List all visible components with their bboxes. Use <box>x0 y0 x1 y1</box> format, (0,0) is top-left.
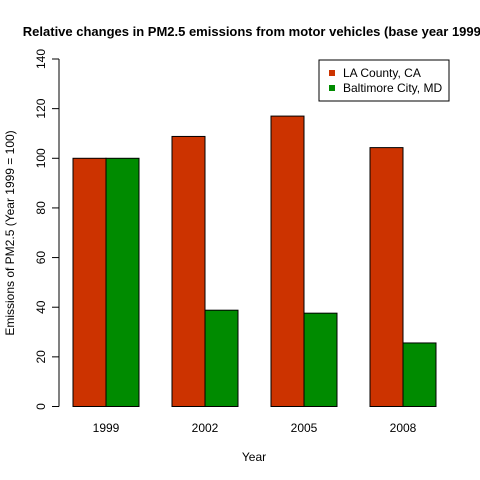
bar-la-county-ca-2005 <box>270 115 305 407</box>
legend-label: LA County, CA <box>343 66 421 80</box>
x-tick-label: 2005 <box>291 421 318 435</box>
bars <box>72 115 437 408</box>
bar-baltimore-city-md-2008 <box>402 342 437 408</box>
x-tick-label: 1999 <box>93 421 120 435</box>
legend-swatch <box>329 85 335 91</box>
y-tick-label: 0 <box>34 403 48 410</box>
x-axis-label: Year <box>242 450 266 464</box>
chart-title: Relative changes in PM2.5 emissions from… <box>23 24 480 39</box>
legend-swatch <box>329 70 335 76</box>
y-tick-label: 140 <box>34 49 48 69</box>
y-tick-label: 20 <box>34 350 48 364</box>
bar-la-county-ca-2002 <box>171 135 206 407</box>
y-tick-label: 60 <box>34 251 48 265</box>
y-tick-label: 40 <box>34 300 48 314</box>
legend-label: Baltimore City, MD <box>343 81 442 95</box>
bar-baltimore-city-md-2002 <box>204 309 239 408</box>
bar-la-county-ca-1999 <box>72 157 107 407</box>
x-tick-label: 2002 <box>192 421 219 435</box>
x-axis-tick-labels: 1999 2002 2005 2008 <box>93 421 417 435</box>
bar-baltimore-city-md-2005 <box>303 312 338 407</box>
y-tick-label: 120 <box>34 98 48 118</box>
y-axis: 0 20 40 60 80 100 120 140 <box>34 49 60 410</box>
legend-box <box>318 59 450 102</box>
x-tick-label: 2008 <box>390 421 417 435</box>
bar-la-county-ca-2008 <box>369 147 404 408</box>
y-tick-label: 80 <box>34 201 48 215</box>
y-axis-label: Emissions of PM2.5 (Year 1999 = 100) <box>3 130 17 335</box>
bar-baltimore-city-md-1999 <box>105 157 140 407</box>
y-tick-label: 100 <box>34 148 48 168</box>
